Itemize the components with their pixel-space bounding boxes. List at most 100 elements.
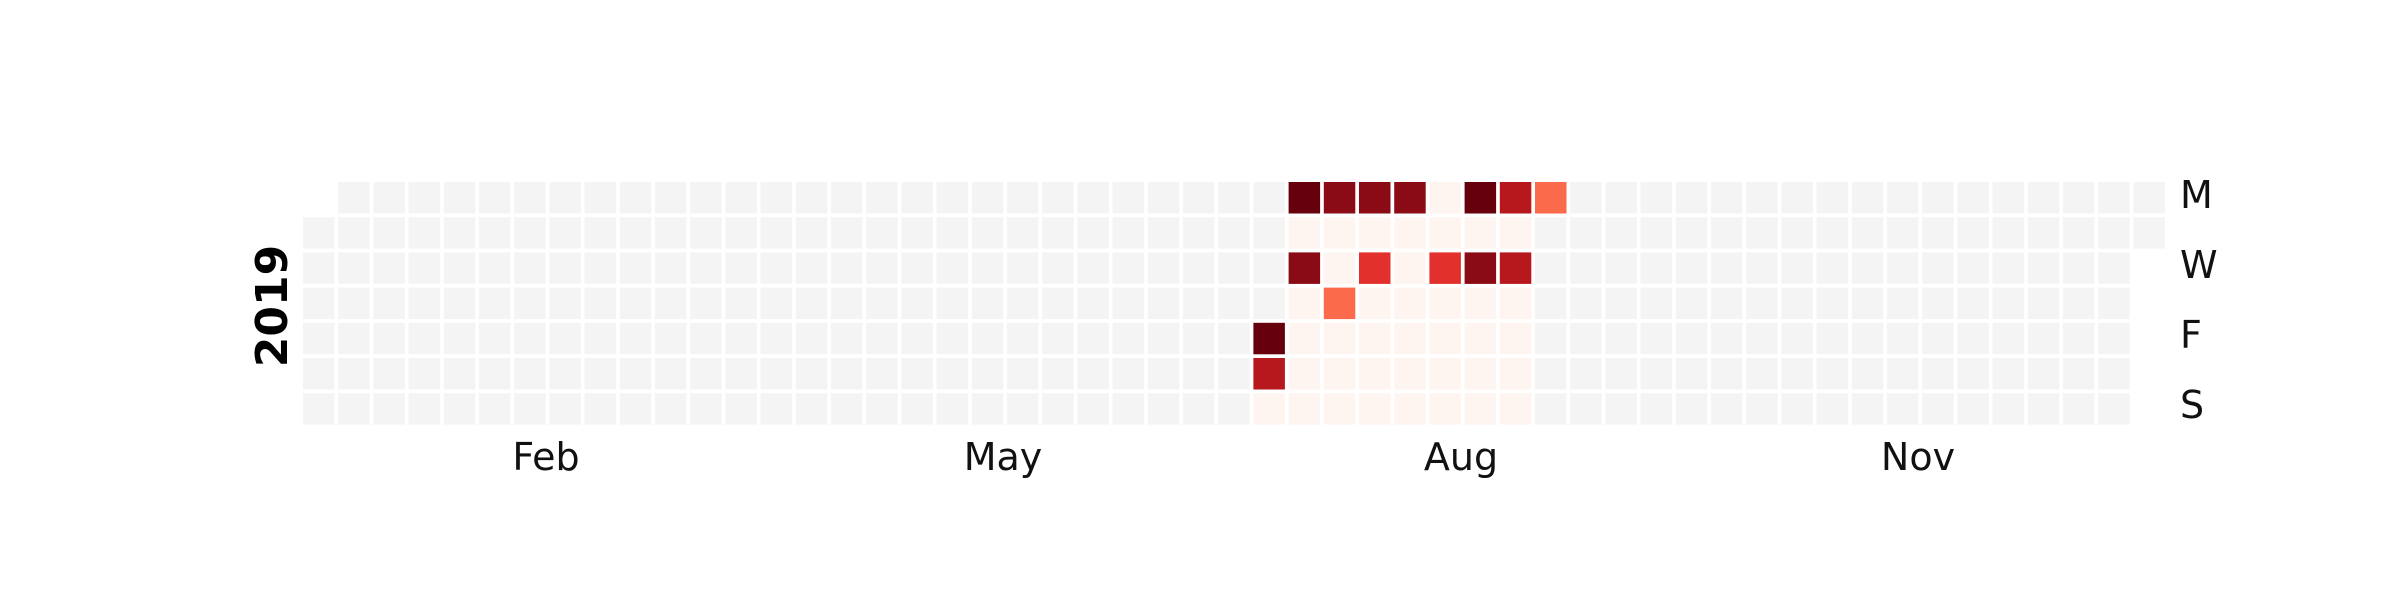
heatmap-cell <box>1605 322 1637 355</box>
heatmap-cell <box>655 182 687 214</box>
heatmap-cell <box>1464 393 1497 425</box>
heatmap-cells <box>303 182 2165 425</box>
heatmap-cell <box>690 252 722 284</box>
heatmap-cell <box>338 217 370 249</box>
heatmap-cell <box>2133 182 2165 214</box>
heatmap-cell <box>1147 322 1180 355</box>
heatmap-cell <box>936 252 969 284</box>
heatmap-cell <box>760 182 793 214</box>
heatmap-cell <box>1675 358 1708 390</box>
heatmap-cell <box>1042 322 1074 355</box>
heatmap-cell <box>2027 393 2060 425</box>
heatmap-cell <box>584 322 617 355</box>
heatmap-cell <box>584 217 617 249</box>
heatmap-cell <box>479 358 511 390</box>
heatmap-cell <box>1253 252 1285 284</box>
heatmap-cell <box>338 252 370 284</box>
heatmap-cell <box>901 217 933 249</box>
heatmap-cell <box>1077 252 1109 284</box>
heatmap-cell <box>1816 358 1849 390</box>
heatmap-cell <box>514 217 546 249</box>
heatmap-cell <box>1851 182 1884 214</box>
heatmap-cell <box>936 393 969 425</box>
heatmap-cell <box>1816 393 1849 425</box>
heatmap-cell <box>1218 252 1250 284</box>
heatmap-cell <box>1711 322 1743 355</box>
heatmap-cell <box>303 358 335 390</box>
heatmap-cell <box>1112 217 1145 249</box>
heatmap-cell <box>1816 182 1849 214</box>
heatmap-cell <box>1746 252 1778 284</box>
heatmap-cell <box>408 322 441 355</box>
heatmap-cell <box>338 358 370 390</box>
heatmap-cell <box>1887 393 1919 425</box>
heatmap-cell <box>1394 322 1426 355</box>
heatmap-cell <box>1851 322 1884 355</box>
heatmap-cell <box>549 393 581 425</box>
heatmap-cell <box>1394 252 1426 284</box>
heatmap-cell <box>1077 393 1109 425</box>
heatmap-cell <box>1112 358 1145 390</box>
heatmap-cell <box>1183 393 1215 425</box>
heatmap-cell <box>2027 358 2060 390</box>
heatmap-cell <box>1288 322 1321 355</box>
heatmap-cell <box>1675 322 1708 355</box>
heatmap-cell <box>408 358 441 390</box>
heatmap-cell <box>338 393 370 425</box>
heatmap-cell <box>795 358 828 390</box>
heatmap-cell <box>1112 322 1145 355</box>
heatmap-cell <box>725 287 757 320</box>
heatmap-cell <box>1359 358 1391 390</box>
heatmap-cell <box>479 182 511 214</box>
heatmap-cell <box>1535 322 1567 355</box>
heatmap-cell <box>971 393 1004 425</box>
heatmap-cell <box>1323 182 1356 214</box>
heatmap-cell <box>1640 217 1673 249</box>
heatmap-cell <box>1007 322 1039 355</box>
heatmap-cell <box>1605 393 1637 425</box>
heatmap-cell <box>1147 393 1180 425</box>
heatmap-cell <box>866 287 898 320</box>
heatmap-cell <box>373 252 405 284</box>
heatmap-cell <box>1711 182 1743 214</box>
heatmap-cell <box>373 322 405 355</box>
heatmap-cell <box>1535 287 1567 320</box>
heatmap-cell <box>1605 217 1637 249</box>
heatmap-cell <box>1183 252 1215 284</box>
heatmap-cell <box>2098 358 2130 390</box>
heatmap-cell <box>866 217 898 249</box>
heatmap-cell <box>1535 393 1567 425</box>
heatmap-cell <box>1605 287 1637 320</box>
heatmap-cell <box>1957 182 1989 214</box>
heatmap-cell <box>584 252 617 284</box>
heatmap-cell <box>1851 217 1884 249</box>
heatmap-cell <box>1394 358 1426 390</box>
heatmap-cell <box>866 322 898 355</box>
heatmap-cell <box>1499 182 1532 214</box>
heatmap-cell <box>1042 252 1074 284</box>
heatmap-cell <box>1429 182 1461 214</box>
heatmap-cell <box>2098 182 2130 214</box>
heatmap-cell <box>690 358 722 390</box>
heatmap-cell <box>1499 358 1532 390</box>
heatmap-cell <box>1887 217 1919 249</box>
heatmap-cell <box>1711 358 1743 390</box>
heatmap-cell <box>1570 287 1602 320</box>
heatmap-cell <box>1675 217 1708 249</box>
heatmap-cell <box>1183 287 1215 320</box>
heatmap-cell <box>655 252 687 284</box>
heatmap-cell <box>936 322 969 355</box>
heatmap-cell <box>1253 217 1285 249</box>
heatmap-cell <box>373 217 405 249</box>
heatmap-cell <box>1922 322 1954 355</box>
heatmap-cell <box>1183 322 1215 355</box>
heatmap-cell <box>443 393 476 425</box>
heatmap-cell <box>1147 217 1180 249</box>
heatmap-cell <box>619 287 652 320</box>
heatmap-cell <box>408 252 441 284</box>
heatmap-cell <box>1816 252 1849 284</box>
heatmap-cell <box>1323 393 1356 425</box>
heatmap-cell <box>1640 287 1673 320</box>
heatmap-cell <box>760 358 793 390</box>
heatmap-cell <box>1781 252 1813 284</box>
